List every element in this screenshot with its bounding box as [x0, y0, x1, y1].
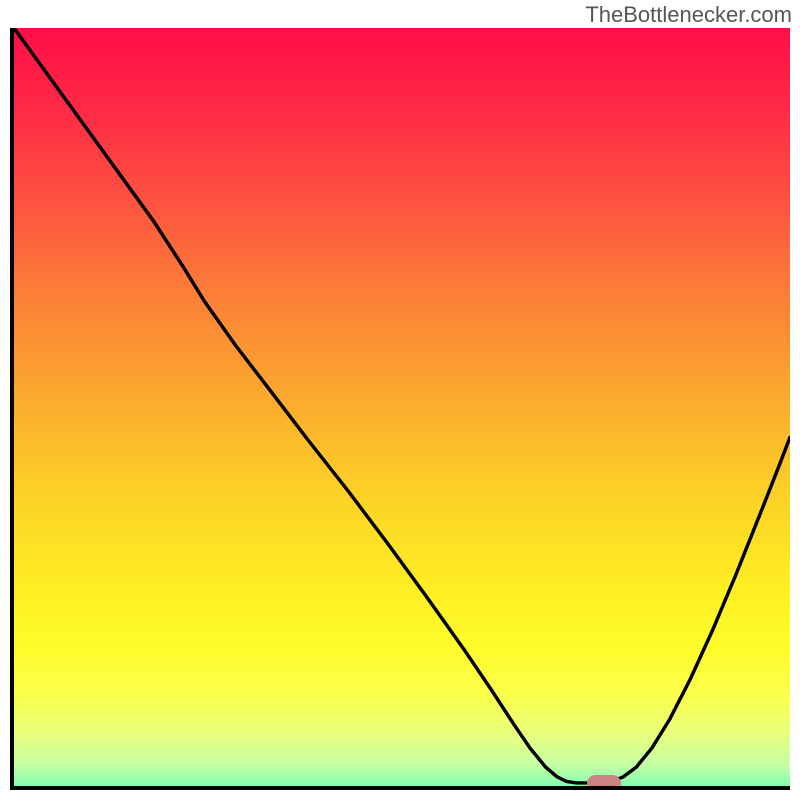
watermark-text: TheBottlenecker.com [585, 2, 792, 28]
chart-curve [14, 28, 790, 786]
chart-marker [587, 775, 621, 790]
chart-plot-area [10, 28, 790, 790]
